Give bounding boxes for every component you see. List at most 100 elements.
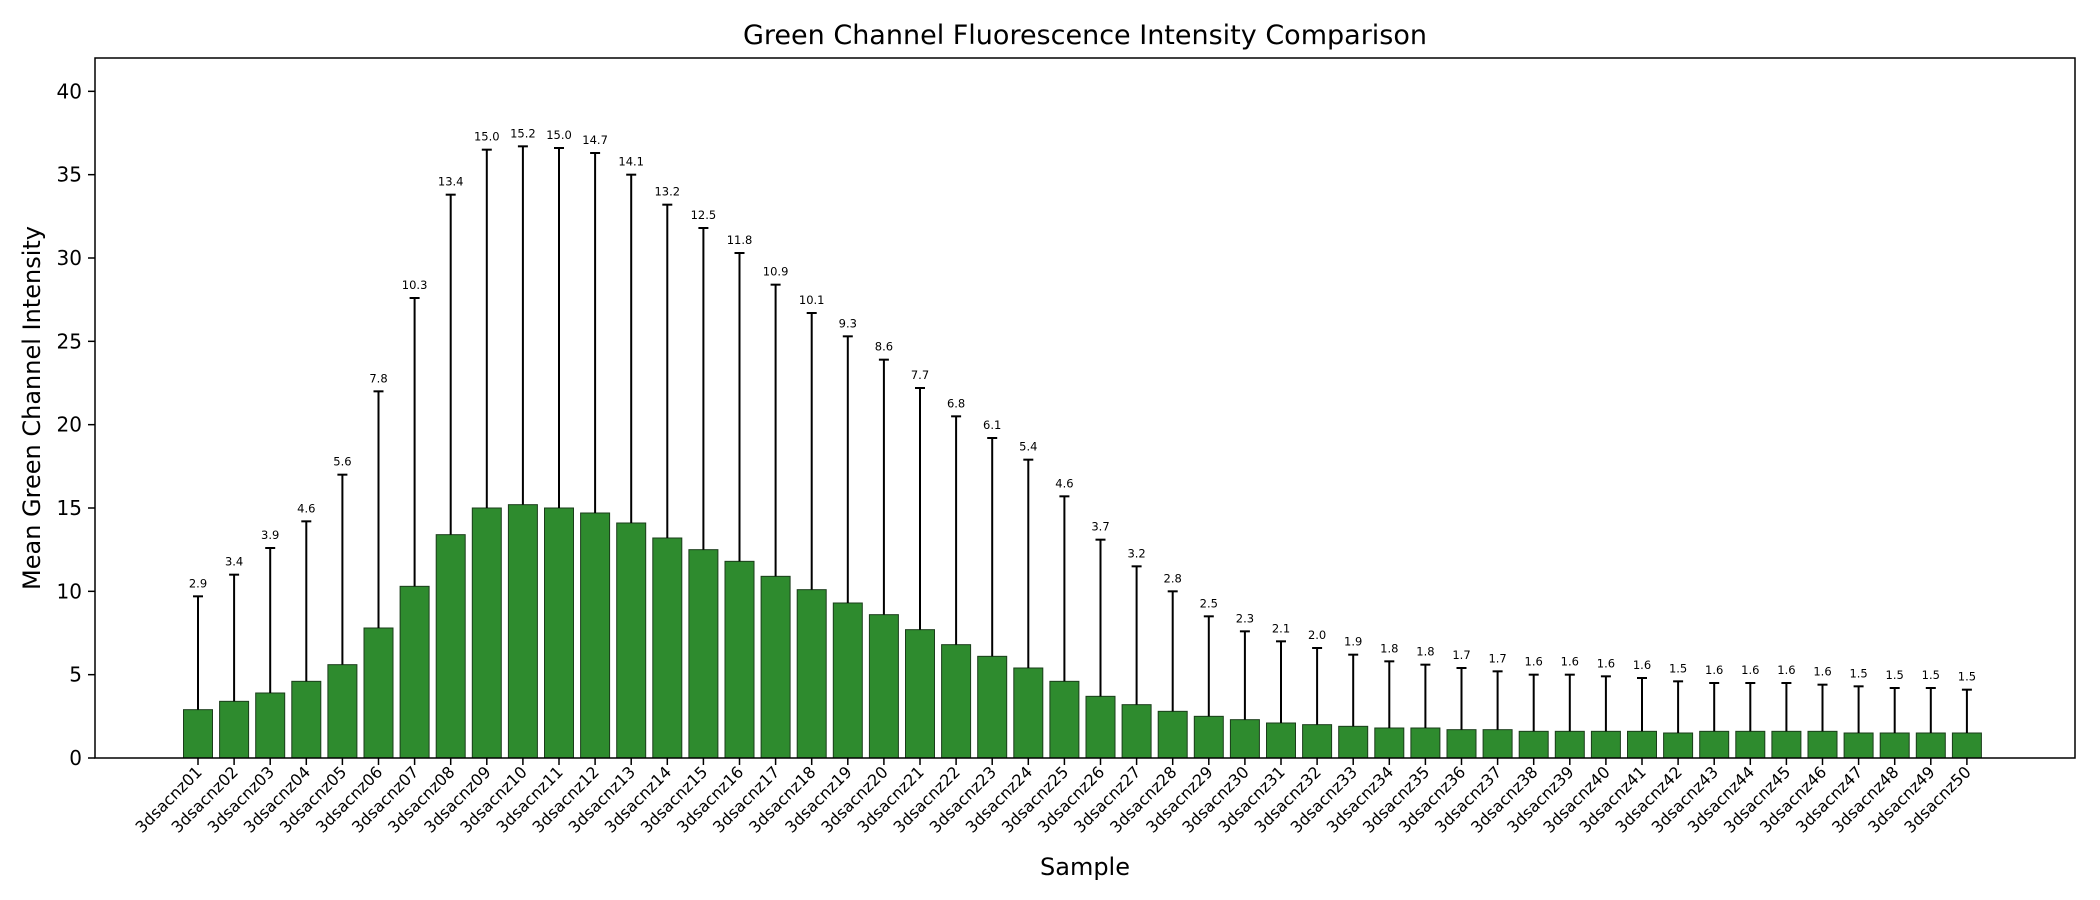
bar xyxy=(580,512,611,759)
data-label: 4.6 xyxy=(1055,476,1073,490)
data-label: 11.8 xyxy=(727,233,753,247)
bar xyxy=(1554,730,1585,759)
bar xyxy=(1771,730,1802,759)
data-label: 1.8 xyxy=(1416,645,1434,659)
bar xyxy=(544,507,574,759)
bar xyxy=(219,700,250,759)
y-tick-label: 25 xyxy=(57,329,82,353)
y-tick-label: 35 xyxy=(57,163,82,187)
bar xyxy=(471,507,502,759)
bar xyxy=(435,534,466,759)
bar xyxy=(507,504,538,759)
data-label: 7.8 xyxy=(369,371,387,385)
bar xyxy=(724,560,755,759)
bar xyxy=(1229,719,1260,759)
bar xyxy=(1627,730,1657,759)
bar xyxy=(941,644,972,759)
bar xyxy=(868,614,899,759)
data-label: 2.3 xyxy=(1236,611,1254,625)
data-label: 5.4 xyxy=(1019,440,1037,454)
y-tick-label: 40 xyxy=(57,79,82,103)
data-label: 1.7 xyxy=(1452,648,1470,662)
x-axis-label: Sample xyxy=(1040,853,1130,881)
y-tick-label: 15 xyxy=(57,496,82,520)
data-label: 1.5 xyxy=(1849,666,1867,680)
data-label: 5.6 xyxy=(333,455,351,469)
bar xyxy=(652,537,683,759)
data-label: 7.7 xyxy=(911,368,929,382)
data-label: 2.8 xyxy=(1164,571,1182,585)
y-axis-label: Mean Green Channel Intensity xyxy=(18,226,46,590)
data-label: 15.0 xyxy=(474,130,500,144)
data-label: 3.4 xyxy=(225,555,243,569)
data-label: 1.6 xyxy=(1525,655,1543,669)
bar xyxy=(832,602,863,759)
data-label: 1.6 xyxy=(1813,665,1831,679)
data-label: 6.1 xyxy=(983,418,1001,432)
bar xyxy=(1951,732,1982,759)
data-label: 10.1 xyxy=(799,293,825,307)
bar xyxy=(977,655,1008,759)
bar xyxy=(1157,710,1188,759)
bar xyxy=(1879,732,1910,759)
data-label: 1.6 xyxy=(1705,663,1723,677)
bar xyxy=(1735,730,1766,759)
data-label: 3.2 xyxy=(1127,546,1145,560)
bar xyxy=(291,680,322,759)
data-label: 2.1 xyxy=(1272,621,1290,635)
data-label: 14.7 xyxy=(582,133,608,147)
data-label: 2.5 xyxy=(1200,596,1218,610)
data-label: 15.0 xyxy=(546,128,572,142)
data-label: 4.6 xyxy=(297,501,315,515)
y-tick-label: 5 xyxy=(69,663,82,687)
bar xyxy=(796,589,827,759)
data-label: 10.9 xyxy=(763,265,789,279)
bar xyxy=(1049,680,1080,759)
bar xyxy=(1410,727,1441,759)
bar xyxy=(1446,729,1477,759)
bar xyxy=(1193,715,1224,759)
bar xyxy=(1590,730,1621,759)
data-label: 2.9 xyxy=(189,576,207,590)
plot-area-frame xyxy=(94,57,2076,759)
data-label: 1.5 xyxy=(1922,668,1940,682)
y-tick-label: 30 xyxy=(57,246,82,270)
bar xyxy=(1085,695,1116,759)
bar xyxy=(1915,732,1946,759)
data-label: 1.5 xyxy=(1669,661,1687,675)
data-label: 1.6 xyxy=(1741,663,1759,677)
bar xyxy=(255,692,286,759)
bar xyxy=(1338,725,1369,759)
bar xyxy=(399,585,430,759)
bar xyxy=(1482,729,1513,759)
data-label: 15.2 xyxy=(510,126,536,140)
data-label: 6.8 xyxy=(947,396,965,410)
data-label: 1.6 xyxy=(1777,663,1795,677)
bar xyxy=(1302,724,1333,759)
data-label: 1.6 xyxy=(1597,656,1615,670)
bar xyxy=(1663,732,1694,759)
y-tick-label: 20 xyxy=(57,413,82,437)
bar xyxy=(1013,667,1044,759)
chart-title: Green Channel Fluorescence Intensity Com… xyxy=(743,20,1427,51)
data-label: 13.2 xyxy=(654,185,680,199)
data-label: 13.4 xyxy=(438,175,464,189)
bar xyxy=(183,709,213,759)
bar xyxy=(363,627,394,759)
bar xyxy=(905,629,935,759)
bar xyxy=(1699,730,1730,759)
bar xyxy=(688,549,719,759)
data-label: 1.6 xyxy=(1633,658,1651,672)
y-tick-label: 10 xyxy=(57,579,82,603)
data-label: 8.6 xyxy=(875,340,893,354)
data-label: 9.3 xyxy=(839,316,857,330)
data-label: 2.0 xyxy=(1308,628,1326,642)
data-label: 3.9 xyxy=(261,528,279,542)
data-label: 1.6 xyxy=(1561,655,1579,669)
bar xyxy=(1518,730,1549,759)
data-label: 12.5 xyxy=(691,208,717,222)
bar xyxy=(1374,727,1405,759)
data-label: 1.5 xyxy=(1886,668,1904,682)
